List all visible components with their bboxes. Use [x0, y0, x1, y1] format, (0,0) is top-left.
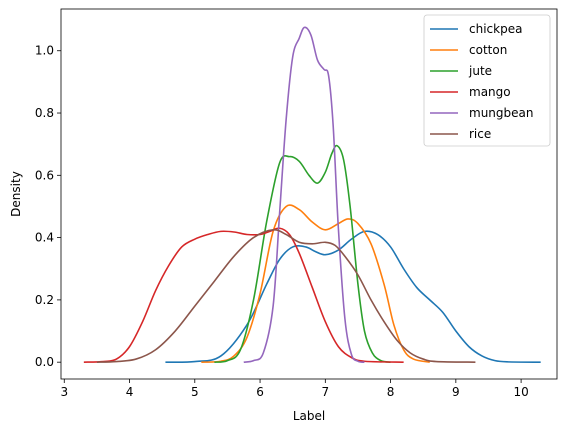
series-line-jute — [214, 144, 391, 363]
legend-label-mango: mango — [469, 85, 511, 99]
x-tick-label: 10 — [513, 385, 528, 399]
series-line-mango — [83, 227, 404, 363]
series-line-cotton — [201, 204, 430, 363]
legend-label-rice: rice — [469, 127, 491, 141]
x-axis: 3 4 5 6 7 8 9 10 — [60, 379, 529, 399]
x-tick-label: 5 — [191, 385, 199, 399]
y-axis: 0.0 0.2 0.4 0.6 0.8 1.0 — [35, 44, 61, 369]
legend-label-cotton: cotton — [469, 43, 507, 57]
x-tick-label: 3 — [60, 385, 68, 399]
series-layer — [83, 26, 541, 364]
x-tick-label: 7 — [321, 385, 329, 399]
x-axis-label: Label — [293, 409, 325, 423]
y-tick-label: 0.0 — [35, 355, 54, 369]
x-tick-label: 6 — [256, 385, 264, 399]
x-tick-label: 4 — [126, 385, 134, 399]
series-line-mungbean — [243, 26, 365, 363]
y-tick-label: 0.8 — [35, 106, 54, 120]
y-tick-label: 0.6 — [35, 168, 54, 182]
x-tick-label: 8 — [387, 385, 395, 399]
y-tick-label: 1.0 — [35, 44, 54, 58]
legend-items: chickpea cotton jute mango mungbean rice — [430, 22, 533, 141]
y-tick-label: 0.4 — [35, 231, 54, 245]
series-line-rice — [96, 228, 476, 363]
plot-frame — [60, 8, 558, 380]
legend-label-mungbean: mungbean — [469, 106, 533, 120]
y-tick-label: 0.2 — [35, 293, 54, 307]
x-tick-label: 9 — [452, 385, 460, 399]
legend: chickpea cotton jute mango mungbean rice — [423, 14, 551, 147]
legend-label-chickpea: chickpea — [469, 22, 522, 36]
legend-label-jute: jute — [468, 64, 492, 78]
y-axis-label: Density — [9, 171, 23, 217]
